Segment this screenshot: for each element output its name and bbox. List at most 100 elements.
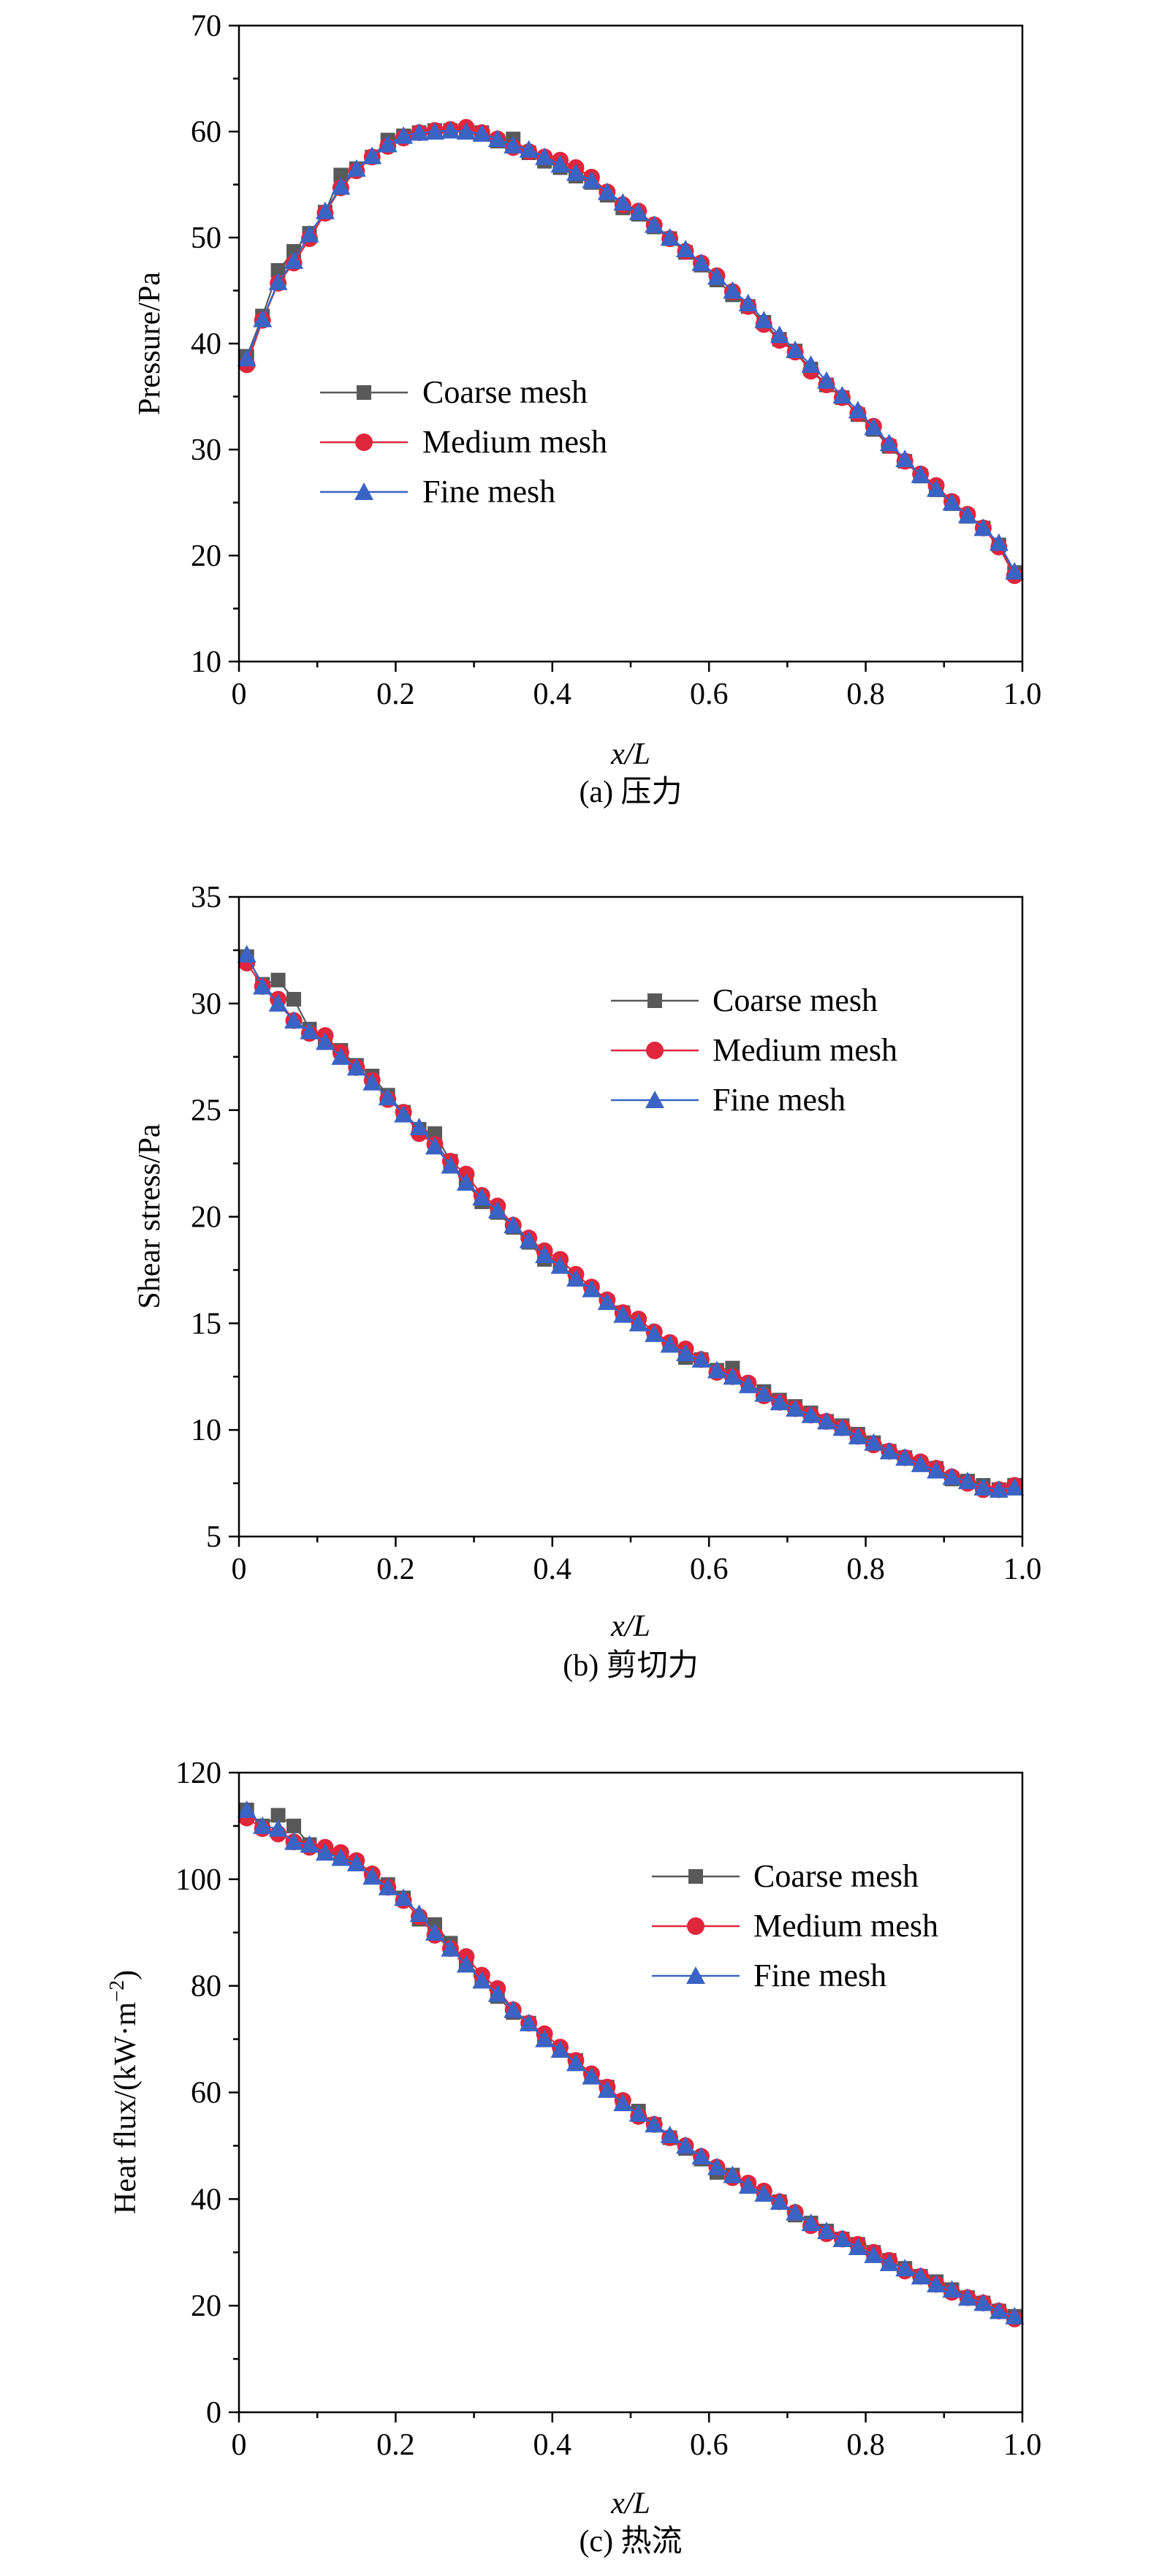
panel-c-caption: (c) 热流 <box>579 2525 682 2558</box>
panel-a-fine-point <box>676 239 696 257</box>
panel-a-caption: (a) 压力 <box>579 776 682 809</box>
panel-b-medium-line <box>246 962 1015 1490</box>
panel-a-legend-medium-symbol <box>320 433 408 451</box>
panel-a-fine-point <box>723 281 742 299</box>
panel-b-ytick-label: 25 <box>191 1094 221 1128</box>
panel-b-fine-point <box>786 1399 805 1417</box>
panel-b-xtick-label: 0.2 <box>376 1553 415 1586</box>
panel-a-fine-point <box>848 401 867 419</box>
panel-c-fine-point <box>504 2000 523 2018</box>
panel-a-fine-point <box>519 140 539 158</box>
panel-b-fine-point <box>582 1279 601 1298</box>
panel-c-legend: Coarse mesh Medium mesh Fine mesh <box>652 1858 938 1993</box>
panel-b-fine-point <box>504 1216 523 1234</box>
panel-a-fine-point <box>253 309 273 327</box>
panel-a-fine-point <box>441 121 460 139</box>
panel-b-marks <box>237 944 1025 1499</box>
panel-c-ytick-label: 20 <box>191 2289 221 2323</box>
panel-a-fine-point <box>911 465 930 483</box>
panel-c-legend-coarse-symbol <box>652 1869 740 1884</box>
panel-c-fine-point <box>660 2125 680 2143</box>
panel-a-fine-point <box>550 154 570 173</box>
panel-b-legend-coarse-label: Coarse mesh <box>713 982 878 1018</box>
panel-a-fine-point <box>394 126 414 144</box>
panel-b-fine-point <box>487 1200 507 1219</box>
panel-a-fine-point <box>456 122 476 140</box>
panel-c-ylabel-close: ) <box>109 1970 143 1980</box>
panel-a-ticks: 0 0.2 0.4 0.6 0.8 1.0 10 20 30 40 50 60 70 <box>191 10 1041 711</box>
panel-b-fine-point <box>346 1058 366 1076</box>
panel-b-fine-point <box>879 1442 899 1460</box>
panel-b-ticks: 0 0.2 0.4 0.6 0.8 1.0 5 10 15 20 25 30 35 <box>191 881 1041 1586</box>
panel-b-fine-point <box>425 1137 444 1155</box>
panel-c-legend-coarse-label: Coarse mesh <box>753 1858 919 1894</box>
panel-a-legend-coarse-symbol <box>320 385 408 400</box>
panel-c-ytick-label: 80 <box>191 1970 221 2004</box>
panel-c-legend-fine-label: Fine mesh <box>753 1958 886 1993</box>
panel-a-plot-frame <box>238 24 1024 663</box>
panel-b-fine-point <box>331 1047 351 1065</box>
panel-b-fine-point <box>817 1412 836 1430</box>
panel-b-fine-point <box>973 1477 993 1496</box>
panel-c-fine-point <box>237 1800 257 1819</box>
panel-c-xtick-label: 0.4 <box>533 2428 572 2462</box>
panel-a-fine-point <box>754 311 774 329</box>
panel-b-fine-point <box>911 1454 930 1472</box>
panel-b-fine-point <box>300 1021 319 1039</box>
panel-a-xtick-label: 0.8 <box>846 678 885 711</box>
panel-a-fine-point <box>942 493 962 511</box>
panel-b-xtick-label: 0.4 <box>533 1553 572 1586</box>
panel-b-coarse-line <box>246 956 1015 1490</box>
panel-a-fine-point <box>472 124 492 142</box>
panel-c-fine-point <box>550 2040 570 2058</box>
panel-a-ytick-label: 30 <box>191 433 221 467</box>
panel-c-ylabel-main: Heat flux/(kW·m <box>109 2001 143 2214</box>
panel-c-xtick-label: 1.0 <box>1003 2428 1042 2462</box>
panel-c-fine-point <box>691 2147 711 2164</box>
panel-b-fine-point <box>957 1471 977 1490</box>
panel-a-coarse-point <box>270 262 286 278</box>
panel-c-legend-medium-label: Medium mesh <box>753 1908 938 1944</box>
panel-a-marks <box>237 118 1025 585</box>
panel-b-fine-line <box>246 954 1015 1490</box>
panel-c-ytick-label: 120 <box>175 1757 221 1790</box>
panel-c-coarse-point <box>286 1818 302 1833</box>
panel-a-coarse-point <box>333 167 349 183</box>
panel-a-legend-coarse-label: Coarse mesh <box>422 374 588 410</box>
panel-c-plot-frame <box>238 1771 1024 2414</box>
panel-c-fine-point <box>535 2029 555 2047</box>
panel-b-ytick-label: 10 <box>191 1414 221 1447</box>
panel-a-fine-point <box>284 251 304 269</box>
panel-b-ytick-label: 15 <box>191 1307 221 1341</box>
panel-b-fine-point <box>801 1405 821 1423</box>
panel-a-ytick-label: 10 <box>191 645 221 679</box>
panel-c-fine-point <box>582 2067 601 2085</box>
panel-a-ytick-label: 20 <box>191 539 221 573</box>
panel-c-fine-point <box>817 2221 836 2240</box>
panel-c-fine-point <box>864 2245 884 2263</box>
panel-a-coarse-line <box>246 129 1016 573</box>
panel-b-xtick-label: 0.6 <box>690 1553 729 1586</box>
panel-c: 0 0.2 0.4 0.6 0.8 1.0 0 20 40 60 80 100 120 Heat flu… <box>106 1757 1041 2558</box>
panel-c-fine-point <box>315 1843 335 1861</box>
panel-c-fine-point <box>378 1877 398 1895</box>
panel-a-fine-point <box>487 129 507 148</box>
panel-a-fine-point <box>315 201 335 219</box>
panel-c-ytick-label: 60 <box>191 2077 221 2110</box>
panel-a-fine-point <box>300 224 319 243</box>
panel-b-ytick-label: 30 <box>191 988 221 1021</box>
panel-b-fine-point <box>1005 1477 1025 1496</box>
panel-a-fine-point <box>864 417 884 436</box>
panel-c-ylabel-sup: −2 <box>106 1980 129 2002</box>
panel-a-ytick-label: 70 <box>191 10 221 43</box>
panel-a-xtick-label: 0.4 <box>533 678 572 711</box>
panel-b-fine-point <box>660 1335 680 1353</box>
panel-a-xtick-label: 1.0 <box>1003 678 1042 711</box>
panel-b-fine-point <box>613 1305 633 1323</box>
panel-c-fine-point <box>519 2013 539 2031</box>
panel-a-fine-point <box>770 325 789 344</box>
panel-c-fine-point <box>676 2136 696 2154</box>
panel-a-fine-point <box>707 267 726 285</box>
panel-b-xtick-label: 0 <box>232 1553 247 1586</box>
panel-c-fine-point <box>738 2176 758 2194</box>
